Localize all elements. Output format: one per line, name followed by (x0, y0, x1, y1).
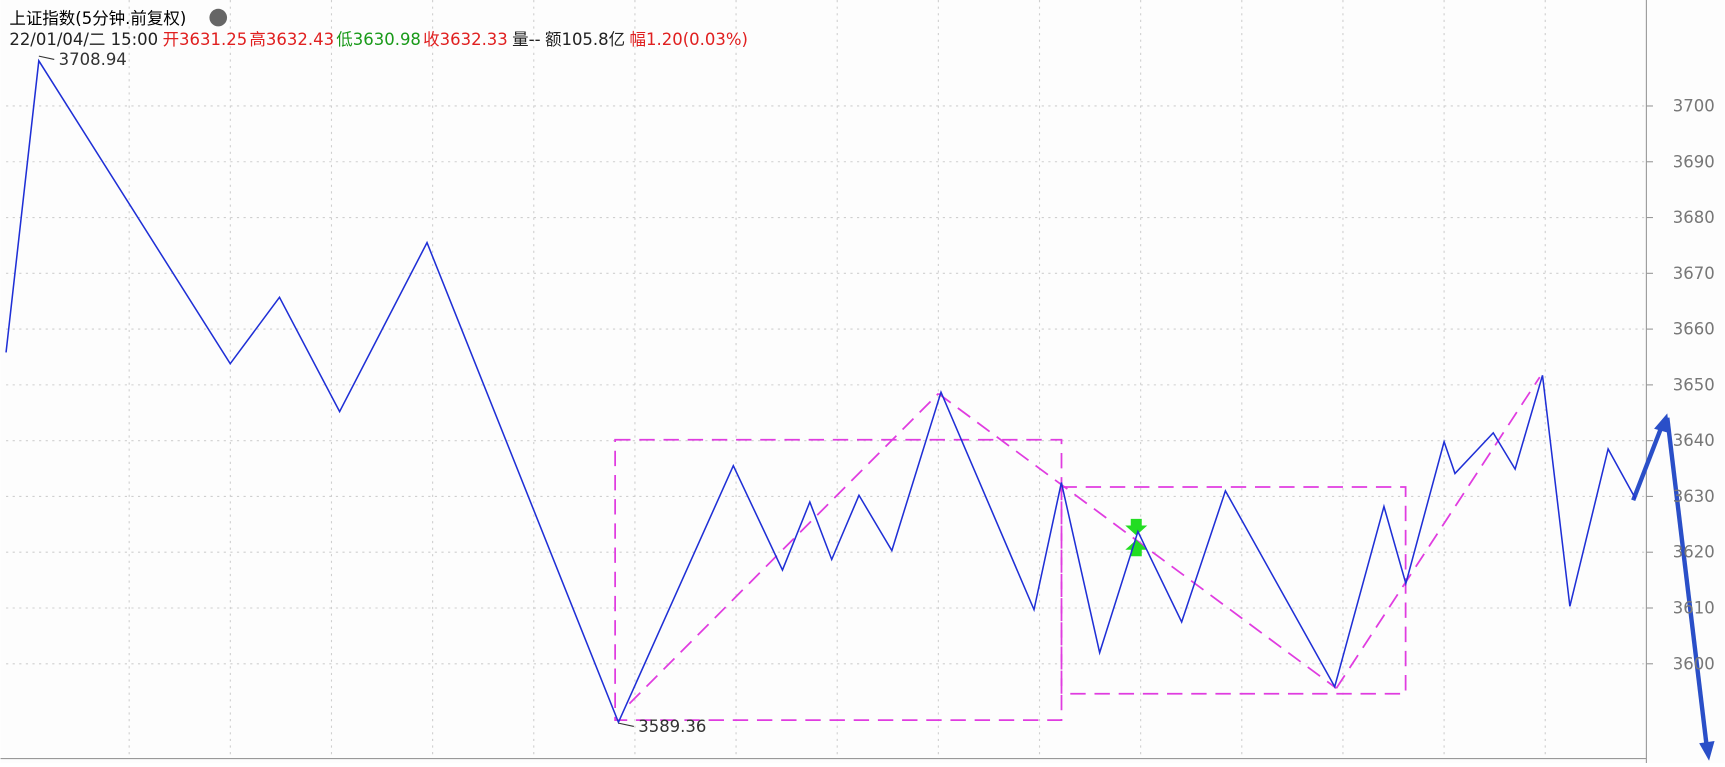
zigzag-line (5, 58, 1637, 725)
y-tick-label: 3660 (1673, 320, 1715, 339)
header-title: 上证指数(5分钟.前复权) (9, 9, 186, 28)
y-tick-label: 3630 (1673, 487, 1715, 506)
forecast-arrowhead (1699, 741, 1715, 761)
forecast-arrow (1631, 422, 1665, 502)
dropdown-icon[interactable] (209, 8, 228, 27)
value: 3631.25 (179, 30, 247, 49)
header-quote: 22/01/04/二 15:00 开3631.25 高3632.43 低3630.98… (9, 30, 748, 49)
value: 3630.98 (353, 30, 421, 49)
value: 3632.43 (266, 30, 334, 49)
y-tick-label: 3670 (1673, 264, 1715, 283)
trend-line (628, 392, 939, 705)
annotation: 3589.36 (638, 717, 706, 736)
y-tick-label: 3600 (1673, 654, 1715, 673)
value: 3632.33 (440, 30, 508, 49)
value: 1.20(0.03%) (646, 30, 748, 49)
y-tick-label: 3690 (1673, 152, 1715, 171)
y-tick-label: 3680 (1673, 208, 1715, 227)
datetime: 22/01/04/二 15:00 (9, 30, 158, 49)
label: 高 (249, 30, 265, 49)
label: 低 (336, 30, 352, 49)
y-tick-label: 3650 (1673, 375, 1715, 394)
amount: 额105.8亿 (545, 30, 625, 49)
label: 开 (163, 30, 179, 49)
trend-line (1335, 376, 1541, 689)
annotation-pointer (38, 55, 55, 60)
annotation: 3708.94 (59, 50, 127, 69)
volume: 量-- (512, 30, 540, 49)
y-tick-label: 3640 (1673, 431, 1715, 450)
annotation-pointer (618, 722, 634, 727)
y-tick-label: 3700 (1673, 96, 1715, 115)
label: 收 (423, 30, 439, 49)
y-tick-label: 3620 (1673, 543, 1715, 562)
forecast-arrow (1665, 417, 1710, 748)
label: 幅 (630, 30, 646, 49)
title: 上证指数(5分钟.前复权) (9, 9, 186, 28)
range-box (614, 438, 1063, 722)
range-box (1060, 486, 1407, 695)
y-tick-label: 3610 (1673, 598, 1715, 617)
forecast-arrows (1631, 413, 1715, 761)
